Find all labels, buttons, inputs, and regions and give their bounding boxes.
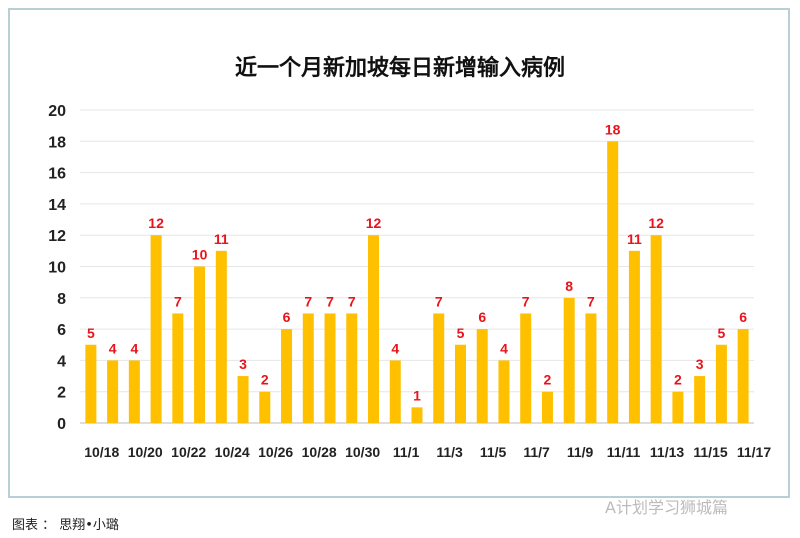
x-tick-label: 11/7	[523, 444, 550, 460]
y-tick-label: 6	[57, 322, 66, 339]
y-tick-label: 12	[48, 228, 66, 245]
data-label: 3	[696, 356, 704, 372]
bar	[368, 235, 380, 423]
bar	[281, 329, 293, 423]
y-tick-label: 2	[57, 385, 66, 402]
data-label: 12	[366, 215, 382, 231]
y-tick-label: 0	[57, 416, 66, 433]
data-label: 7	[435, 293, 443, 309]
data-label: 18	[605, 121, 621, 137]
y-tick-label: 4	[57, 353, 66, 370]
data-label: 6	[478, 309, 486, 325]
bar	[737, 329, 749, 423]
x-tick-label: 10/18	[84, 444, 119, 460]
data-label: 11	[214, 231, 229, 247]
chart-credit: 图表 ： 思翔•小璐	[12, 518, 119, 533]
bar	[194, 266, 206, 423]
bar	[563, 297, 575, 423]
data-label: 7	[348, 293, 356, 309]
x-tick-label: 11/9	[567, 444, 594, 460]
y-tick-label: 18	[48, 134, 66, 151]
data-label: 6	[739, 309, 747, 325]
bar	[715, 344, 727, 423]
data-label: 4	[130, 340, 138, 356]
data-label: 2	[674, 372, 682, 388]
bar	[476, 329, 488, 423]
bar	[520, 313, 532, 423]
bar	[585, 313, 597, 423]
data-label: 2	[544, 372, 552, 388]
bar	[454, 344, 466, 423]
data-label: 2	[261, 372, 269, 388]
x-tick-label: 10/22	[171, 444, 206, 460]
x-tick-label: 11/15	[693, 444, 727, 460]
x-tick-label: 11/5	[480, 444, 507, 460]
bar	[215, 250, 227, 423]
bar	[389, 360, 401, 423]
bar	[85, 344, 97, 423]
x-tick-label: 10/30	[345, 444, 380, 460]
bar	[433, 313, 445, 423]
bar	[628, 250, 640, 423]
data-label: 7	[304, 293, 312, 309]
x-tick-label: 10/20	[128, 444, 163, 460]
data-label: 12	[148, 215, 164, 231]
bar	[302, 313, 314, 423]
y-tick-label: 16	[48, 166, 66, 183]
data-label: 11	[627, 231, 642, 247]
bar	[107, 360, 119, 423]
bar	[259, 391, 271, 423]
x-tick-label: 10/24	[215, 444, 250, 460]
data-label: 6	[283, 309, 291, 325]
data-label: 4	[109, 340, 117, 356]
x-tick-label: 11/11	[607, 444, 641, 460]
bar	[411, 407, 423, 423]
watermark: A计划学习狮城篇	[605, 498, 728, 517]
bar	[541, 391, 553, 423]
data-label: 5	[87, 325, 95, 341]
data-label: 5	[717, 325, 725, 341]
data-label: 12	[648, 215, 664, 231]
bar	[172, 313, 184, 423]
x-tick-label: 11/1	[393, 444, 420, 460]
data-label: 1	[413, 387, 421, 403]
bar	[694, 376, 706, 423]
y-tick-label: 14	[48, 197, 66, 214]
bar	[607, 141, 619, 424]
bar	[346, 313, 358, 423]
data-label: 10	[192, 247, 208, 263]
data-label: 5	[457, 325, 465, 341]
x-tick-label: 10/26	[258, 444, 293, 460]
data-label: 7	[522, 293, 530, 309]
data-label: 7	[587, 293, 595, 309]
bar	[324, 313, 336, 423]
data-label: 8	[565, 278, 573, 294]
x-tick-label: 11/13	[650, 444, 684, 460]
chart-title: 近一个月新加坡每日新增输入病例	[234, 56, 565, 81]
x-tick-label: 11/17	[737, 444, 771, 460]
data-label: 3	[239, 356, 247, 372]
bar	[237, 376, 249, 423]
y-tick-label: 20	[48, 103, 66, 120]
data-label: 7	[326, 293, 334, 309]
data-label: 4	[391, 340, 399, 356]
bar	[498, 360, 510, 423]
bar	[128, 360, 140, 423]
bar	[650, 235, 662, 423]
bar	[150, 235, 162, 423]
bar	[672, 391, 684, 423]
y-tick-label: 10	[48, 260, 66, 277]
data-label: 7	[174, 293, 182, 309]
data-label: 4	[500, 340, 508, 356]
y-tick-label: 8	[57, 291, 66, 308]
x-tick-label: 10/28	[302, 444, 337, 460]
x-tick-label: 11/3	[436, 444, 463, 460]
